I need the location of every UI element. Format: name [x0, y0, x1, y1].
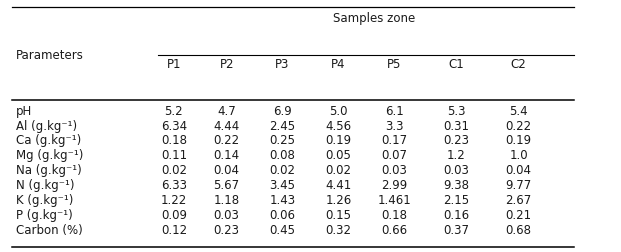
Text: 0.23: 0.23 [214, 223, 240, 236]
Text: 5.0: 5.0 [329, 104, 348, 117]
Text: 0.25: 0.25 [270, 134, 296, 147]
Text: 2.67: 2.67 [505, 193, 532, 206]
Text: 6.9: 6.9 [273, 104, 292, 117]
Text: Samples zone: Samples zone [333, 12, 415, 25]
Text: 0.02: 0.02 [161, 164, 187, 177]
Text: 0.17: 0.17 [381, 134, 407, 147]
Text: 0.04: 0.04 [214, 164, 240, 177]
Text: 0.19: 0.19 [505, 134, 532, 147]
Text: 0.66: 0.66 [381, 223, 407, 236]
Text: 0.32: 0.32 [325, 223, 351, 236]
Text: 5.2: 5.2 [165, 104, 183, 117]
Text: Ca (g.kg⁻¹): Ca (g.kg⁻¹) [16, 134, 81, 147]
Text: 1.2: 1.2 [447, 149, 466, 162]
Text: 9.77: 9.77 [505, 178, 532, 192]
Text: 1.43: 1.43 [270, 193, 296, 206]
Text: 6.1: 6.1 [385, 104, 404, 117]
Text: P4: P4 [331, 58, 346, 71]
Text: 2.15: 2.15 [443, 193, 469, 206]
Text: 0.19: 0.19 [325, 134, 351, 147]
Text: 0.18: 0.18 [161, 134, 187, 147]
Text: P (g.kg⁻¹): P (g.kg⁻¹) [16, 208, 72, 221]
Text: 5.3: 5.3 [447, 104, 466, 117]
Text: 0.18: 0.18 [381, 208, 407, 221]
Text: Mg (g.kg⁻¹): Mg (g.kg⁻¹) [16, 149, 83, 162]
Text: 0.14: 0.14 [214, 149, 240, 162]
Text: Na (g.kg⁻¹): Na (g.kg⁻¹) [16, 164, 81, 177]
Text: P3: P3 [275, 58, 290, 71]
Text: 0.45: 0.45 [270, 223, 296, 236]
Text: 1.22: 1.22 [161, 193, 187, 206]
Text: C2: C2 [510, 58, 527, 71]
Text: 1.0: 1.0 [509, 149, 528, 162]
Text: 0.11: 0.11 [161, 149, 187, 162]
Text: 5.67: 5.67 [214, 178, 240, 192]
Text: 1.461: 1.461 [378, 193, 411, 206]
Text: 1.18: 1.18 [214, 193, 240, 206]
Text: 3.45: 3.45 [270, 178, 296, 192]
Text: 0.04: 0.04 [505, 164, 532, 177]
Text: 0.21: 0.21 [505, 208, 532, 221]
Text: 0.07: 0.07 [381, 149, 407, 162]
Text: K (g.kg⁻¹): K (g.kg⁻¹) [16, 193, 73, 206]
Text: 0.06: 0.06 [270, 208, 296, 221]
Text: 2.45: 2.45 [270, 119, 296, 132]
Text: 4.56: 4.56 [325, 119, 351, 132]
Text: 0.37: 0.37 [443, 223, 469, 236]
Text: 6.33: 6.33 [161, 178, 187, 192]
Text: 6.34: 6.34 [161, 119, 187, 132]
Text: 4.41: 4.41 [325, 178, 351, 192]
Text: 0.03: 0.03 [214, 208, 240, 221]
Text: Al (g.kg⁻¹): Al (g.kg⁻¹) [16, 119, 76, 132]
Text: 0.16: 0.16 [443, 208, 469, 221]
Text: 2.99: 2.99 [381, 178, 407, 192]
Text: P5: P5 [387, 58, 402, 71]
Text: 0.15: 0.15 [325, 208, 351, 221]
Text: 0.23: 0.23 [443, 134, 469, 147]
Text: 5.4: 5.4 [509, 104, 528, 117]
Text: N (g.kg⁻¹): N (g.kg⁻¹) [16, 178, 74, 192]
Text: 0.68: 0.68 [505, 223, 532, 236]
Text: 9.38: 9.38 [443, 178, 469, 192]
Text: 0.12: 0.12 [161, 223, 187, 236]
Text: 0.31: 0.31 [443, 119, 469, 132]
Text: C1: C1 [448, 58, 465, 71]
Text: P2: P2 [219, 58, 234, 71]
Text: 3.3: 3.3 [385, 119, 404, 132]
Text: 0.09: 0.09 [161, 208, 187, 221]
Text: 0.03: 0.03 [381, 164, 407, 177]
Text: 0.02: 0.02 [325, 164, 351, 177]
Text: pH: pH [16, 104, 32, 117]
Text: 0.05: 0.05 [325, 149, 351, 162]
Text: Parameters: Parameters [16, 49, 83, 62]
Text: 0.02: 0.02 [270, 164, 296, 177]
Text: 0.03: 0.03 [443, 164, 469, 177]
Text: 4.44: 4.44 [214, 119, 240, 132]
Text: 0.08: 0.08 [270, 149, 296, 162]
Text: 0.22: 0.22 [505, 119, 532, 132]
Text: 1.26: 1.26 [325, 193, 351, 206]
Text: Carbon (%): Carbon (%) [16, 223, 82, 236]
Text: 4.7: 4.7 [217, 104, 236, 117]
Text: P1: P1 [166, 58, 181, 71]
Text: 0.22: 0.22 [214, 134, 240, 147]
